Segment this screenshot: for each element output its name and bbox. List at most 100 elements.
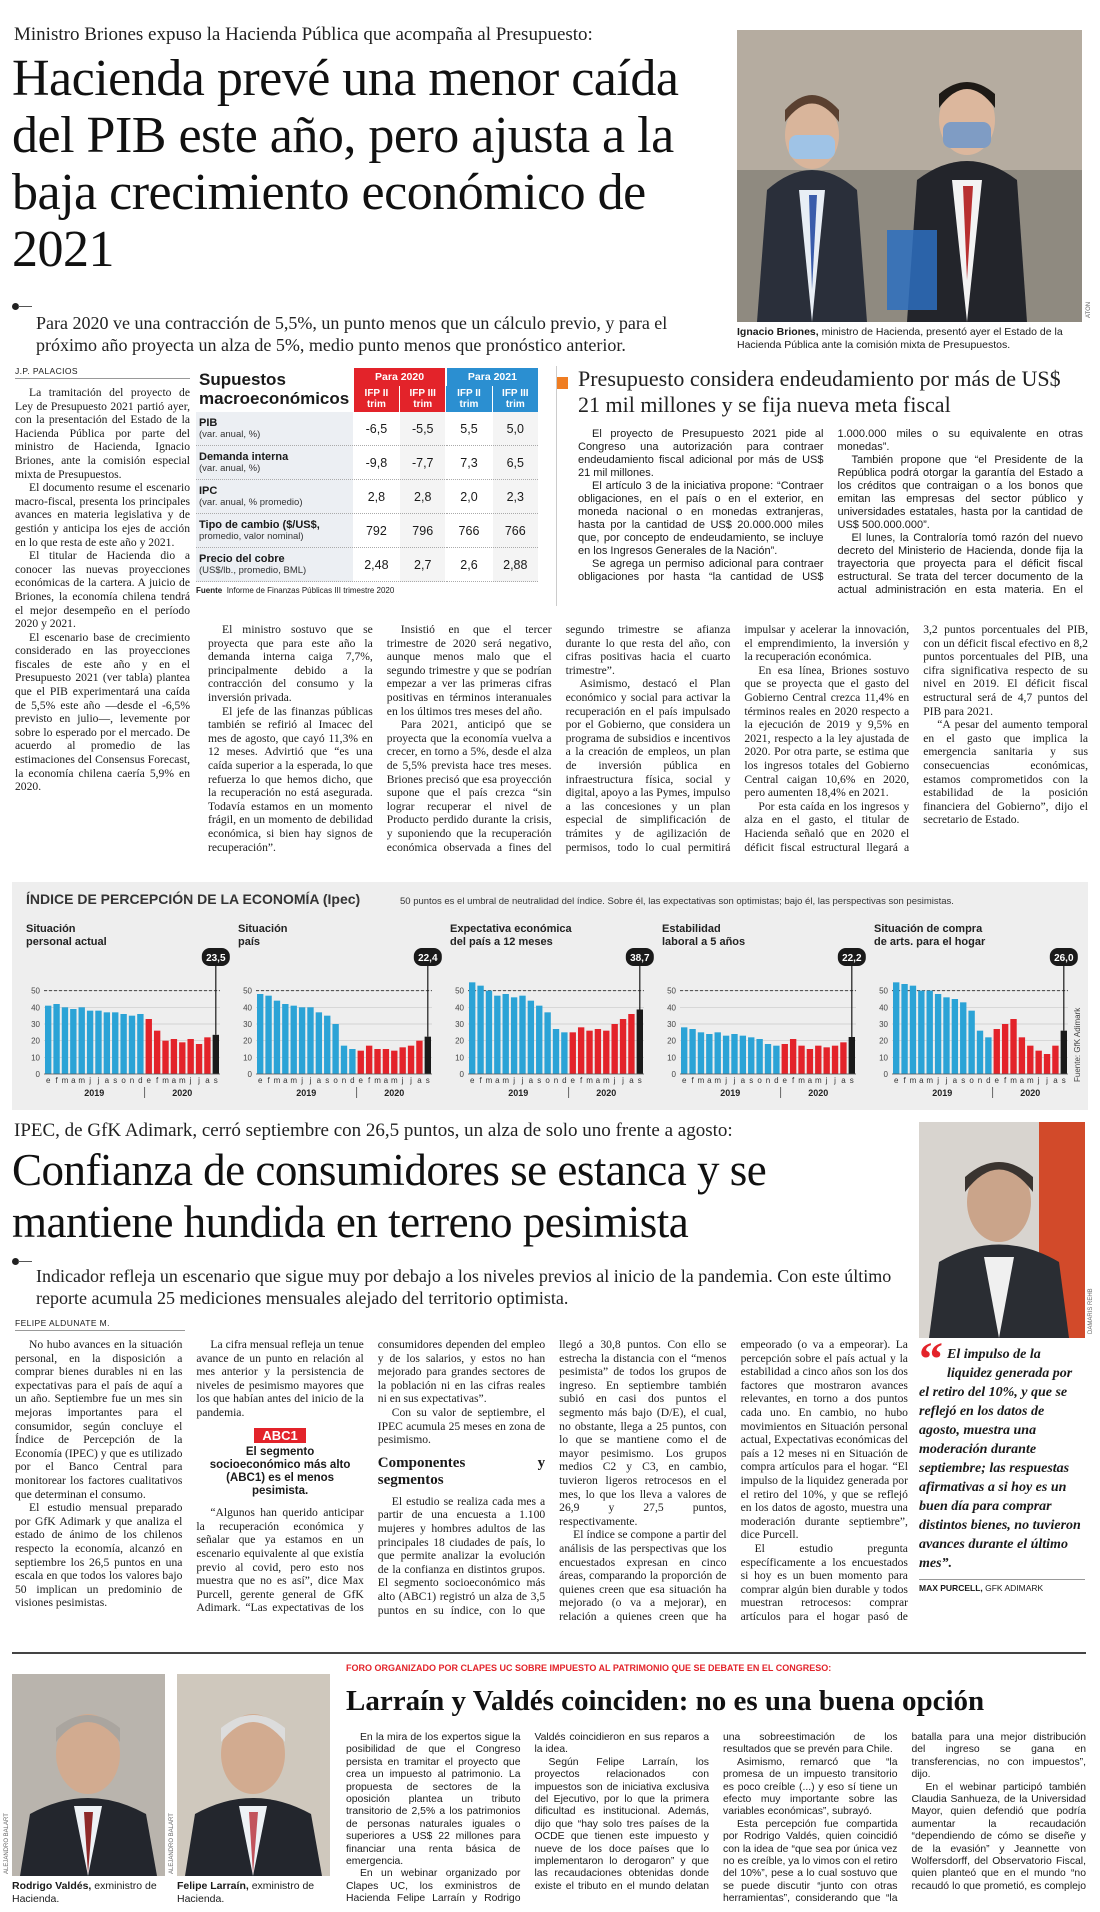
bar [527, 1000, 535, 1074]
x-tick-label: f [368, 1076, 371, 1085]
value-label-box [201, 948, 230, 966]
x-tick-label: s [537, 1076, 541, 1085]
article-body: No hubo avances en la situación personal… [15, 1338, 908, 1628]
y-tick-label: 30 [243, 1020, 252, 1029]
photo [177, 1674, 330, 1876]
x-tick-label: m [714, 1076, 721, 1085]
bar [594, 1029, 602, 1074]
y-tick-label: 0 [460, 1070, 465, 1079]
y-tick-label: 50 [243, 987, 252, 996]
x-tick-label: e [995, 1076, 1000, 1085]
bar [1052, 1045, 1059, 1074]
bar [586, 1030, 593, 1074]
row-label-cell: Demanda interna (var. anual, %) [196, 445, 354, 480]
x-tick-label: m [391, 1076, 398, 1085]
bullet [12, 1258, 19, 1265]
x-tick-label: j [733, 1076, 736, 1085]
article-body: En la mira de los expertos sigue la posi… [346, 1732, 1086, 1910]
x-tick-label: s [1062, 1076, 1066, 1085]
table-row: Precio del cobre (US$/lb., promedio, BML)… [196, 547, 538, 582]
bar [552, 1029, 560, 1074]
value-label-box [837, 948, 866, 966]
x-tick-label: m [274, 1076, 281, 1085]
table-cell: -7,7 [399, 445, 446, 480]
bar [265, 995, 272, 1074]
data-table: Supuestos macroeconómicos Para 2020 Para 2… [196, 368, 538, 582]
bar [45, 1005, 52, 1074]
y-tick-label: 0 [36, 1070, 41, 1079]
kicker: FORO ORGANIZADO POR CLAPES UC SOBRE IMPU… [346, 1663, 832, 1673]
bar [722, 1035, 730, 1074]
value-label-box [413, 948, 442, 966]
panel-title: Situación [238, 923, 288, 935]
rule [18, 1261, 32, 1262]
bar [926, 990, 933, 1074]
bar [918, 990, 925, 1074]
bar [619, 1019, 627, 1074]
paragraph: El estudio pregunta específicamente a lo… [740, 1541, 908, 1623]
bar [993, 1029, 1000, 1074]
year-label: 2019 [932, 1088, 952, 1098]
photo-credit: DAMARIS REHB [1088, 1288, 1094, 1334]
paragraph: El proyecto de Presupuesto 2021 pide al … [578, 428, 824, 479]
x-tick-label: j [945, 1076, 948, 1085]
row-label: Demanda interna [199, 451, 289, 463]
row-label: Precio del cobre [199, 553, 285, 565]
bar [78, 1007, 85, 1074]
caption-text: exministro de Hacienda. [12, 1880, 157, 1905]
y-tick-label: 20 [31, 1037, 40, 1046]
article-body: El ministro sostuvo que se proyecta que … [208, 623, 1088, 855]
quote-mark: “ [919, 1333, 943, 1386]
person-tie [84, 1812, 93, 1874]
x-tick-label: j [189, 1076, 192, 1085]
bar [848, 1037, 855, 1074]
bar [519, 995, 526, 1074]
table-source: Fuente Informe de Finanzas Públicas III … [196, 586, 538, 595]
headline: Confianza de consumidores se estanca y s… [12, 1145, 767, 1247]
x-tick-label: j [512, 1076, 515, 1085]
x-tick-label: a [1020, 1076, 1025, 1085]
row-note: (US$/lb., promedio, BML) [199, 565, 307, 576]
bar [494, 995, 501, 1074]
x-tick-label: f [156, 1076, 159, 1085]
bar [1010, 1019, 1017, 1074]
x-tick-label: s [638, 1076, 642, 1085]
y-tick-label: 20 [243, 1037, 252, 1046]
y-tick-label: 50 [879, 987, 888, 996]
table-cell: 766 [445, 513, 493, 548]
paragraph: La tramitación del proyecto de Ley de Pr… [15, 386, 190, 481]
bar [1018, 1037, 1026, 1074]
photo [737, 30, 1082, 322]
person-hair [56, 1715, 120, 1742]
data-table-box: Supuestos macroeconómicos Para 2020 Para 2… [196, 368, 538, 595]
x-tick-label: d [774, 1076, 778, 1085]
x-tick-label: o [757, 1076, 762, 1085]
year-label: 2020 [596, 1088, 616, 1098]
x-tick-label: a [596, 1076, 601, 1085]
bar [61, 1007, 69, 1074]
bar [1060, 1030, 1067, 1074]
bar [773, 1045, 780, 1074]
y-tick-label: 40 [243, 1003, 252, 1012]
person-mask [789, 135, 835, 159]
table-column-header: IFP II trim [352, 386, 400, 412]
pull-quote: “ El impulso de la liquidez generada por… [919, 1333, 1085, 1593]
person-hair [939, 82, 995, 108]
x-tick-label: d [350, 1076, 354, 1085]
info-box-text: El segmento socioeconómico más alto (ABC… [209, 1446, 351, 1498]
rule [18, 306, 32, 307]
x-tick-label: e [147, 1076, 152, 1085]
bar [204, 1037, 211, 1074]
byline: FELIPE ALDUNATE M. [15, 1318, 185, 1331]
x-tick-label: f [903, 1076, 906, 1085]
x-tick-label: m [603, 1076, 610, 1085]
infographic-title: ÍNDICE DE PERCEPCIÓN DE LA ECONOMÍA (Ipe… [26, 890, 360, 907]
bar [128, 1015, 136, 1074]
paragraph: También propone que “el Presidente de la… [837, 454, 1084, 531]
paragraph: El lunes, la Contraloría tomó razón del … [837, 532, 1084, 596]
bar [739, 1035, 747, 1074]
photo [12, 1674, 165, 1876]
bar [976, 1030, 984, 1074]
person-hair [965, 1162, 1033, 1192]
